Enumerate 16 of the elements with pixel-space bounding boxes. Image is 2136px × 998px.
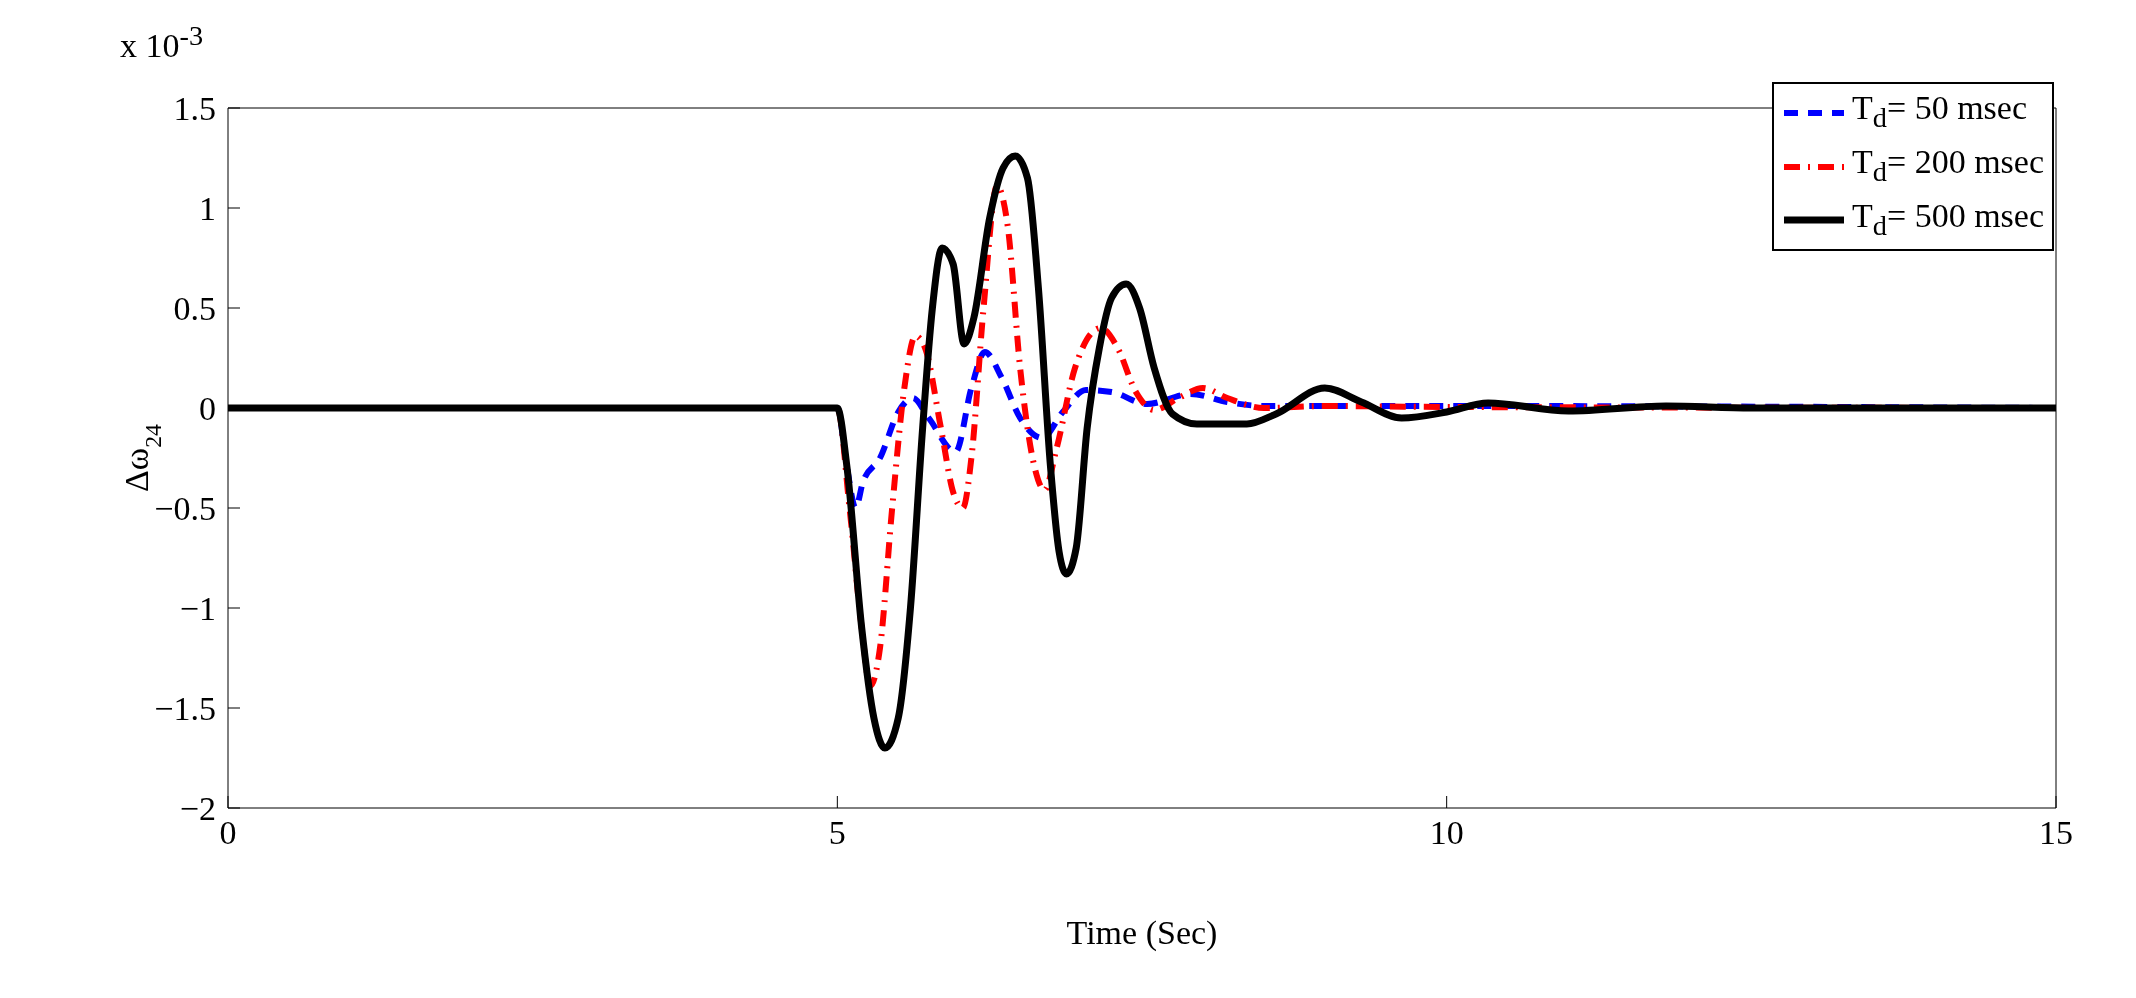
y-tick-label: −1.5: [154, 690, 216, 728]
y-tick-label: 0.5: [173, 290, 216, 328]
x-tick-label: 5: [828, 814, 846, 852]
y-tick-label: −2: [179, 790, 216, 828]
y-tick-label: −0.5: [154, 490, 216, 528]
x-tick-label: 10: [1429, 814, 1464, 852]
legend-label: T$_{d}$= 200 msec: [1852, 141, 2044, 189]
y-tick-label: 1.5: [173, 90, 216, 128]
y-tick-label: −1: [179, 590, 216, 628]
legend-label: T$_{d}$= 500 msec: [1852, 195, 2044, 243]
text: x 10$^{-3}$: [120, 20, 204, 66]
y-tick-label: 0: [199, 390, 216, 428]
y-tick-label: 1: [199, 190, 216, 228]
x-tick-label: 15: [2039, 814, 2073, 852]
x-axis-title: Time (Sec): [1066, 914, 1218, 952]
legend-label: T$_{d}$= 50 msec: [1852, 88, 2027, 135]
